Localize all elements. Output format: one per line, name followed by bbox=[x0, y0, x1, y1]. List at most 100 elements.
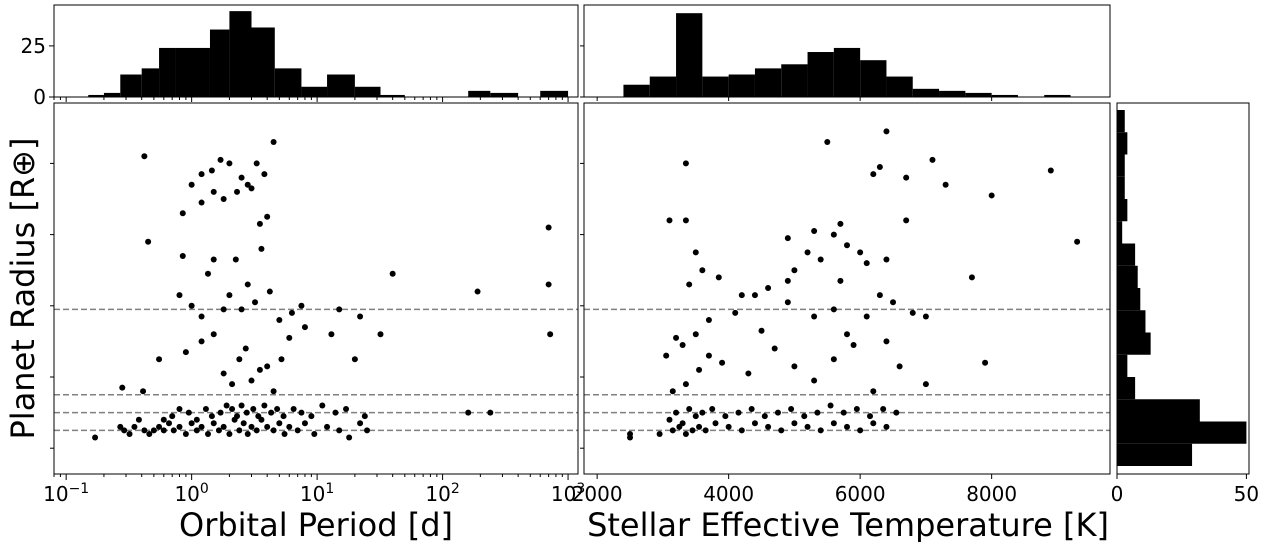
data-point bbox=[922, 381, 929, 388]
data-point bbox=[791, 363, 798, 370]
histogram-bar bbox=[676, 13, 703, 97]
data-point bbox=[751, 420, 758, 427]
data-point bbox=[784, 235, 791, 242]
data-point bbox=[903, 174, 910, 181]
data-point bbox=[210, 256, 217, 263]
data-point bbox=[266, 288, 273, 295]
data-point bbox=[663, 352, 670, 359]
data-point bbox=[725, 423, 732, 430]
histogram-bar bbox=[702, 76, 729, 97]
data-point bbox=[870, 171, 877, 178]
data-point bbox=[702, 427, 709, 434]
data-point bbox=[870, 420, 877, 427]
histogram-bar bbox=[1117, 243, 1136, 266]
data-point bbox=[208, 167, 215, 174]
data-point bbox=[748, 406, 755, 413]
x-axis-label: Orbital Period [d] bbox=[179, 506, 453, 542]
data-point bbox=[281, 430, 288, 437]
plot-layer: 0 25 10−1 100 101 102 103 Orbital Period [d] Pla… bbox=[4, 4, 1259, 542]
data-point bbox=[850, 341, 857, 348]
data-point bbox=[328, 331, 335, 338]
data-point bbox=[837, 277, 844, 284]
data-point bbox=[784, 299, 791, 306]
data-point bbox=[234, 413, 241, 420]
data-point bbox=[145, 238, 152, 245]
data-point bbox=[248, 185, 255, 192]
data-point bbox=[244, 430, 251, 437]
data-point bbox=[758, 327, 765, 334]
data-point bbox=[732, 309, 739, 316]
data-point bbox=[198, 171, 205, 178]
data-point bbox=[226, 292, 233, 299]
data-point bbox=[840, 409, 847, 416]
x-tick-label: 102 bbox=[425, 481, 459, 506]
histogram-bar bbox=[728, 74, 755, 97]
data-point bbox=[92, 434, 99, 441]
data-point bbox=[243, 409, 250, 416]
data-point bbox=[830, 420, 837, 427]
data-point bbox=[765, 285, 772, 291]
data-point bbox=[220, 423, 227, 430]
data-point bbox=[982, 359, 989, 366]
data-point bbox=[156, 423, 163, 430]
data-point bbox=[160, 427, 167, 434]
data-point bbox=[682, 217, 689, 224]
data-point bbox=[863, 260, 870, 267]
data-point bbox=[238, 402, 245, 409]
data-point bbox=[179, 210, 186, 217]
data-point bbox=[547, 331, 554, 338]
data-point bbox=[686, 406, 693, 413]
data-point bbox=[830, 356, 837, 363]
histogram-bar bbox=[120, 74, 142, 97]
data-point bbox=[215, 427, 222, 434]
data-point bbox=[288, 309, 295, 316]
data-point bbox=[226, 160, 233, 167]
data-point bbox=[204, 430, 211, 437]
data-point bbox=[883, 256, 890, 263]
histogram-bar bbox=[1117, 221, 1123, 244]
x-tick-label: 101 bbox=[300, 481, 334, 506]
data-point bbox=[696, 423, 703, 430]
data-point bbox=[270, 427, 277, 434]
data-point bbox=[988, 192, 995, 199]
data-point bbox=[929, 156, 936, 163]
histogram-bar bbox=[1117, 265, 1138, 288]
histogram-bar bbox=[991, 94, 1018, 97]
data-point bbox=[545, 281, 552, 288]
teff-radius-scatter-frame bbox=[583, 102, 1111, 475]
data-point bbox=[170, 427, 177, 434]
data-point bbox=[135, 416, 142, 423]
data-point bbox=[844, 242, 850, 249]
data-point bbox=[248, 423, 255, 430]
data-point bbox=[220, 306, 227, 313]
data-point bbox=[301, 420, 308, 427]
data-point bbox=[922, 313, 929, 320]
data-point bbox=[692, 413, 699, 420]
data-point bbox=[232, 256, 239, 263]
data-point bbox=[722, 413, 729, 420]
data-point bbox=[182, 349, 189, 356]
data-point bbox=[673, 409, 680, 416]
data-point bbox=[268, 409, 275, 416]
data-point bbox=[298, 302, 305, 309]
x-tick-label: 50 bbox=[1234, 482, 1259, 506]
histogram-bar bbox=[1117, 110, 1125, 133]
data-point bbox=[942, 181, 949, 188]
data-point bbox=[210, 331, 217, 338]
x-tick-label: 0 bbox=[1111, 482, 1124, 506]
data-point bbox=[229, 381, 236, 388]
data-point bbox=[204, 270, 211, 277]
data-point bbox=[705, 352, 712, 359]
data-point bbox=[298, 409, 305, 416]
data-point bbox=[824, 139, 831, 146]
histogram-bar bbox=[965, 92, 992, 97]
data-point bbox=[738, 427, 745, 434]
teff-histogram-frame bbox=[583, 4, 1111, 98]
period-radius-scatter bbox=[54, 139, 578, 441]
data-point bbox=[346, 434, 353, 441]
histogram-bar bbox=[860, 60, 887, 97]
data-point bbox=[256, 220, 263, 227]
data-point bbox=[160, 416, 167, 423]
data-point bbox=[176, 423, 183, 430]
data-point bbox=[682, 160, 689, 167]
